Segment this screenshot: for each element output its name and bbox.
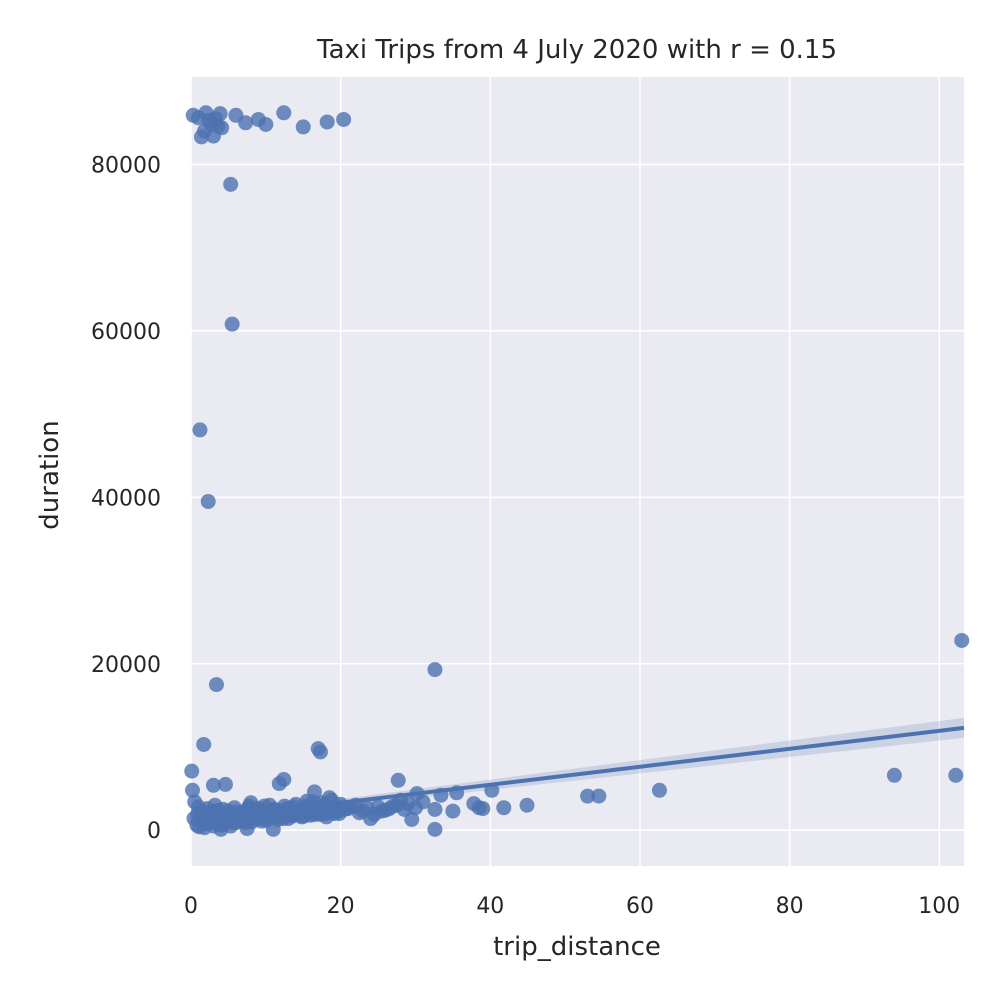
data-point [519, 797, 535, 813]
data-point [214, 120, 230, 136]
data-point [319, 114, 335, 130]
data-point [184, 782, 200, 798]
x-tick-label: 80 [776, 894, 804, 919]
data-point [295, 119, 311, 135]
x-tick-label: 40 [476, 894, 504, 919]
data-point [192, 422, 208, 438]
data-point [312, 744, 328, 760]
data-point [184, 763, 200, 779]
y-tick-label: 40000 [91, 486, 161, 511]
data-point [223, 176, 239, 192]
data-point [427, 821, 443, 837]
data-point [196, 736, 212, 752]
data-point [496, 800, 512, 816]
x-tick-label: 0 [184, 894, 198, 919]
data-point [212, 106, 228, 122]
data-point [580, 788, 596, 804]
data-point [475, 801, 491, 817]
data-point [415, 794, 431, 810]
data-point [276, 105, 292, 121]
y-tick-labels: 0 20000 40000 60000 80000 [91, 153, 161, 844]
y-tick-label: 60000 [91, 320, 161, 345]
y-axis-label: duration [35, 420, 65, 529]
data-point [591, 788, 607, 804]
data-point [396, 801, 412, 817]
data-point [258, 116, 274, 132]
data-point [276, 771, 292, 787]
y-tick-label: 0 [147, 819, 161, 844]
plot-background [191, 77, 964, 866]
data-point [390, 772, 406, 788]
y-tick-label: 20000 [91, 653, 161, 678]
data-point [336, 111, 352, 127]
data-point [208, 677, 224, 693]
data-point [427, 801, 443, 817]
data-point [948, 767, 964, 783]
x-tick-label: 60 [626, 894, 654, 919]
data-point [954, 632, 970, 648]
data-point [886, 767, 902, 783]
data-point [205, 777, 221, 793]
data-point [238, 115, 254, 131]
regression-line-group [190, 725, 965, 823]
chart-title: Taxi Trips from 4 July 2020 with r = 0.1… [316, 35, 837, 65]
x-tick-label: 20 [327, 894, 355, 919]
data-point [224, 316, 240, 332]
data-point [445, 803, 461, 819]
x-tick-labels: 0 20 40 60 80 100 [184, 894, 960, 919]
data-point [427, 662, 443, 678]
x-tick-label: 100 [918, 894, 960, 919]
data-point [651, 782, 667, 798]
y-tick-label: 80000 [91, 153, 161, 178]
regression-line [190, 725, 965, 823]
grid-lines [190, 77, 964, 866]
data-point [217, 776, 233, 792]
data-point [200, 493, 216, 509]
x-axis-label: trip_distance [493, 932, 661, 962]
